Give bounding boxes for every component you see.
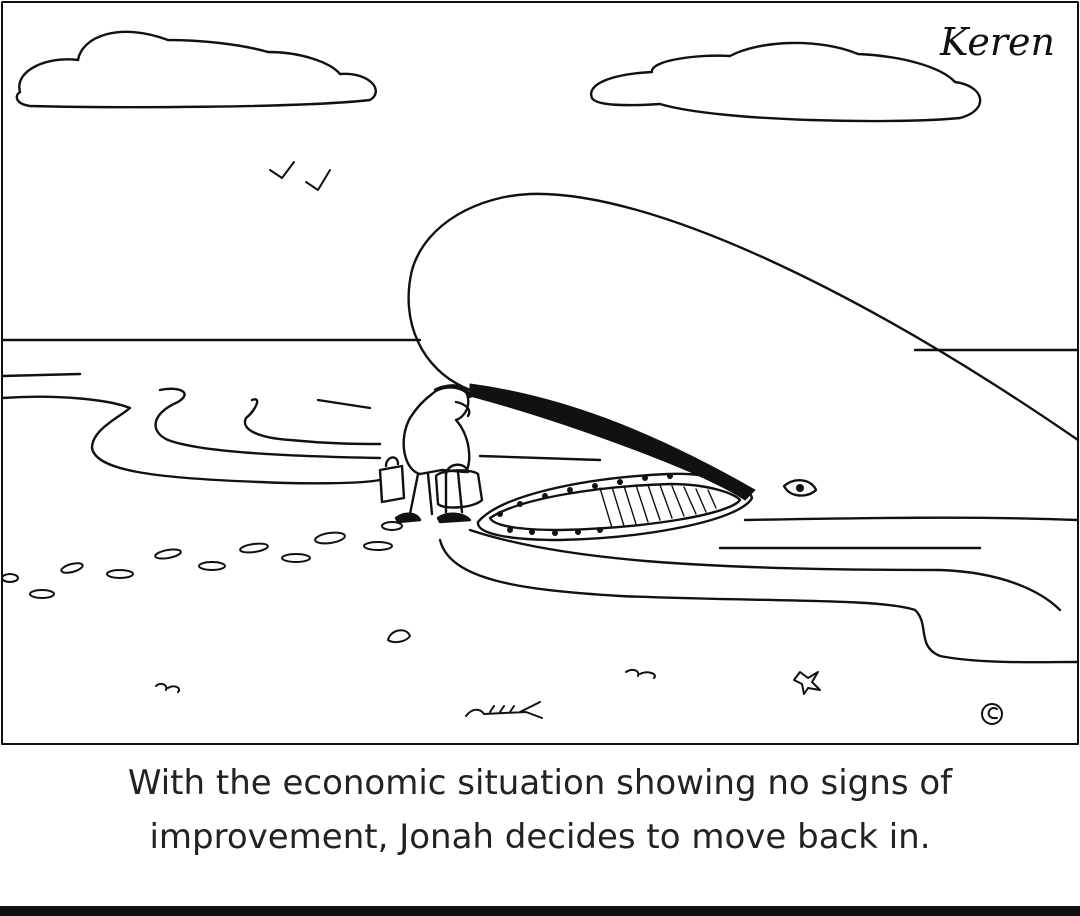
shoreline-left [0, 372, 602, 485]
cartoon-panel: Keren [0, 1, 1080, 745]
suitcase-left [378, 464, 406, 504]
bottom-border-bar [0, 906, 1080, 916]
caption-line-2: improvement, Jonah decides to move back … [149, 817, 931, 857]
whale [407, 192, 1080, 664]
shell-sketch [387, 629, 411, 644]
copyright-mark [981, 703, 1003, 725]
birds-sketch [269, 161, 331, 191]
beach-debris [155, 629, 821, 719]
cloud-right [589, 41, 982, 123]
cartoon-caption: With the economic situation showing no s… [0, 756, 1080, 906]
jonah-figure [378, 384, 484, 524]
horizon-line [0, 338, 1080, 352]
cloud-left [15, 30, 377, 109]
fish-bone-sketch [465, 701, 543, 719]
footprints [1, 521, 403, 599]
whale-eye [782, 479, 818, 497]
starfish-sketch [793, 671, 821, 695]
artist-signature: Keren [939, 20, 1055, 64]
caption-line-1: With the economic situation showing no s… [127, 763, 953, 803]
panel-border [1, 1, 1079, 745]
